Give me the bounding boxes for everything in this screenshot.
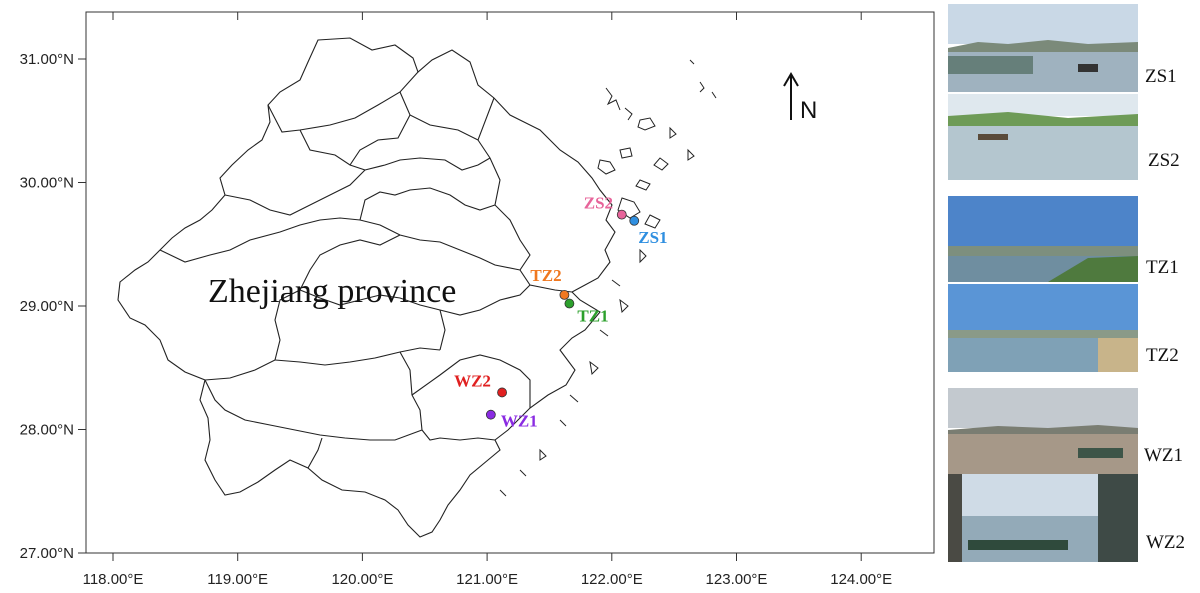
x-tick-label: 118.00°E	[83, 571, 144, 588]
site-marker-tz1	[564, 298, 575, 309]
x-tick-label: 120.00°E	[331, 571, 393, 588]
site-label-zs1: ZS1	[638, 228, 667, 247]
site-label-wz2: WZ2	[454, 371, 491, 390]
x-tick-label: 122.00°E	[581, 571, 643, 588]
province-outline	[117, 37, 616, 538]
photo-tz2	[948, 284, 1138, 372]
y-tick-label: 31.00°N	[20, 51, 74, 68]
photo-zs2-image	[948, 94, 1138, 180]
x-tick-label: 124.00°E	[830, 571, 892, 588]
site-label-zs2: ZS2	[584, 194, 613, 213]
photo-zs1	[948, 4, 1138, 92]
x-tick-label: 119.00°E	[207, 571, 268, 588]
photo-label-zs1: ZS1	[1145, 66, 1177, 87]
photo-label-tz1: TZ1	[1146, 257, 1179, 278]
site-marker-tz2	[559, 289, 570, 300]
map-frame	[85, 11, 935, 554]
y-tick-label: 29.00°N	[20, 298, 74, 315]
photo-wz1-image	[948, 388, 1138, 474]
north-arrow: N	[783, 72, 817, 124]
photo-tz1	[948, 196, 1138, 282]
y-tick-label: 30.00°N	[20, 175, 74, 192]
x-tick-label: 121.00°E	[456, 571, 518, 588]
photo-tz1-image	[948, 196, 1138, 282]
y-tick-label: 27.00°N	[20, 545, 74, 562]
x-tick-label: 123.00°E	[706, 571, 768, 588]
x-axis: 118.00°E 119.00°E 120.00°E 121.00°E 122.00°E…	[83, 12, 892, 588]
site-label-tz2: TZ2	[530, 266, 561, 285]
site-label-tz1: TZ1	[577, 307, 608, 326]
site-marker-zs1	[629, 215, 640, 226]
north-label: N	[800, 97, 817, 124]
photo-label-wz1: WZ1	[1144, 445, 1184, 466]
photo-label-tz2: TZ2	[1146, 345, 1179, 366]
province-label: Zhejiang province	[208, 273, 456, 310]
province-boundaries	[117, 37, 616, 538]
photo-zs1-image	[948, 4, 1138, 92]
site-label-wz1: WZ1	[501, 412, 538, 431]
coastal-islands	[499, 59, 717, 497]
photo-zs2	[948, 94, 1138, 180]
site-marker-wz1	[485, 409, 496, 420]
zhejiang-map: 118.00°E 119.00°E 120.00°E 121.00°E 122.00°E…	[20, 11, 935, 588]
photo-label-zs2: ZS2	[1148, 150, 1180, 171]
y-axis: 31.00°N 30.00°N 29.00°N 28.00°N 27.00°N	[20, 51, 86, 562]
y-tick-label: 28.00°N	[20, 422, 74, 439]
photo-wz1	[948, 388, 1138, 474]
site-marker-wz2	[497, 387, 507, 398]
photo-wz2	[948, 474, 1138, 562]
site-marker-zs2	[616, 209, 627, 220]
photo-wz2-image	[948, 474, 1138, 562]
north-arrow-head	[783, 72, 799, 87]
photo-tz2-image	[948, 284, 1138, 372]
photo-label-wz2: WZ2	[1146, 532, 1186, 553]
sampling-sites: ZS2 ZS1 TZ2 TZ1 WZ2 WZ1	[454, 194, 667, 431]
